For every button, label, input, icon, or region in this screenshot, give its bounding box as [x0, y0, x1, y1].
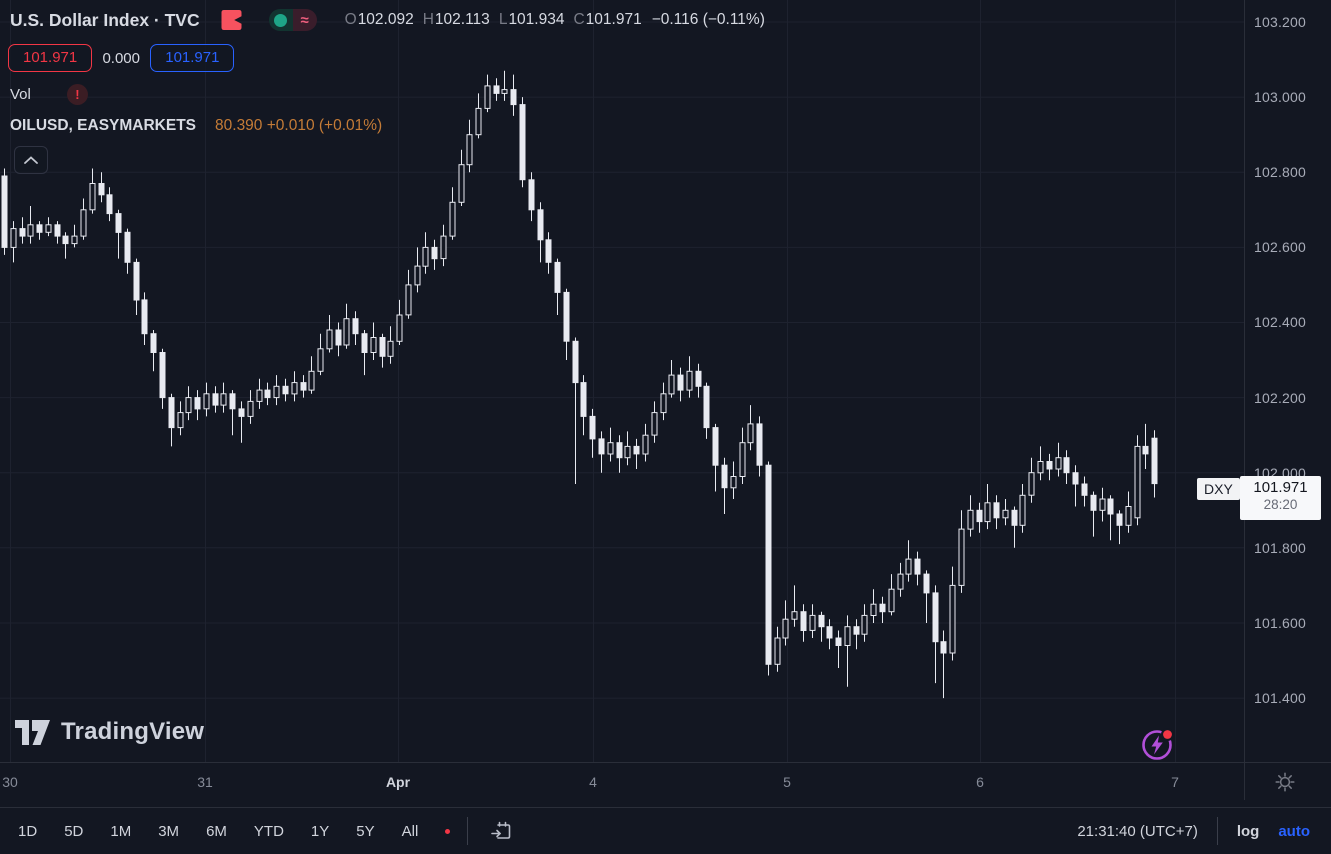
price-axis[interactable]: 103.200 103.000 102.800 102.600 102.400 102.2…	[1245, 0, 1331, 762]
log-scale-button[interactable]: log	[1236, 822, 1260, 840]
session-clock[interactable]: 21:31:40 (UTC+7)	[1077, 822, 1198, 840]
market-status-toggle[interactable]: ≈	[268, 9, 317, 31]
range-6m-button[interactable]: 6M	[206, 822, 227, 840]
buy-price-button[interactable]: 101.971	[150, 44, 235, 72]
price-tick-label: 101.400	[1254, 690, 1307, 707]
time-axis-separator	[0, 762, 1331, 763]
price-tick-label: 102.200	[1254, 389, 1307, 406]
toolbar-divider	[467, 817, 469, 845]
time-tick-label: Apr	[385, 774, 411, 790]
time-tick-label: 31	[197, 774, 213, 790]
range-1d-button[interactable]: 1D	[18, 822, 38, 840]
time-tick-label: 5	[783, 774, 791, 790]
time-tick-label: 4	[589, 774, 597, 790]
market-open-dot-icon	[268, 9, 293, 31]
high-value: 102.113	[434, 11, 490, 28]
toolbar-right-group: 21:31:40 (UTC+7) log auto	[1077, 808, 1310, 854]
range-all-button[interactable]: All	[401, 822, 419, 840]
study-error-icon[interactable]: !	[66, 84, 88, 105]
change-value: −0.116 (−0.11%)	[651, 11, 765, 28]
gear-icon[interactable]	[1275, 772, 1295, 792]
flash-ideas-button[interactable]	[1138, 725, 1176, 763]
range-1m-button[interactable]: 1M	[110, 822, 132, 840]
close-value: 101.971	[585, 11, 642, 28]
price-tick-label: 101.800	[1254, 539, 1307, 556]
volume-study-label[interactable]: Vol	[10, 86, 31, 103]
range-ytd-button[interactable]: YTD	[253, 822, 284, 840]
time-tick-label: 7	[1171, 774, 1179, 790]
open-value: 102.092	[357, 11, 414, 28]
calendar-icon	[491, 821, 511, 839]
range-5d-button[interactable]: 5D	[64, 822, 84, 840]
notification-dot	[445, 828, 451, 834]
price-tick-label: 103.200	[1254, 14, 1307, 30]
date-range-switcher: 1D 5D 1M 3M 6M YTD 1Y 5Y All	[18, 817, 514, 845]
lightning-bolt-icon	[1142, 728, 1174, 760]
toolbar-divider-2	[1216, 817, 1218, 845]
last-price-value: 101.971	[1253, 479, 1308, 496]
toolbar-separator	[0, 807, 1331, 808]
range-5y-button[interactable]: 5Y	[356, 822, 375, 840]
close-label: C	[573, 11, 585, 28]
time-tick-label: 6	[976, 774, 984, 790]
bottom-toolbar: 1D 5D 1M 3M 6M YTD 1Y 5Y All	[0, 808, 1331, 854]
open-label: O	[344, 11, 357, 28]
price-tick-label: 101.600	[1254, 614, 1307, 631]
spread-value: 0.000	[102, 49, 140, 67]
price-tick-label: 102.600	[1254, 239, 1307, 256]
price-axis-separator	[1244, 0, 1245, 800]
sell-price-button[interactable]: 101.971	[8, 44, 93, 72]
time-axis[interactable]: 30 31 Apr 4 5 6 7	[0, 763, 1244, 807]
flag-icon[interactable]	[220, 9, 243, 31]
auto-scale-button[interactable]: auto	[1278, 822, 1310, 840]
bar-countdown: 28:20	[1263, 497, 1298, 512]
collapse-legend-button[interactable]	[14, 146, 48, 174]
tradingview-logo-icon	[15, 719, 50, 745]
chevron-up-icon	[24, 156, 38, 164]
time-tick-label: 30	[2, 774, 18, 790]
high-label: H	[422, 11, 434, 28]
tradingview-logo[interactable]: TradingView	[14, 718, 204, 746]
price-tick-label: 103.000	[1254, 89, 1307, 106]
delayed-data-icon: ≈	[292, 9, 317, 31]
overlay-symbol-quote: 80.390 +0.010 (+0.01%)	[215, 117, 383, 134]
price-tick-label: 102.400	[1254, 314, 1307, 331]
last-price-label: 101.971 28:20	[1240, 476, 1321, 520]
low-label: L	[498, 11, 508, 28]
tradingview-logo-text: TradingView	[61, 718, 205, 745]
symbol-title[interactable]: U.S. Dollar Index · TVC	[10, 9, 200, 30]
ohlc-readout: O 102.092 H 102.113 L 101.934 C 101.971 −0.1…	[345, 11, 765, 29]
price-tick-label: 102.800	[1254, 164, 1307, 181]
low-value: 101.934	[508, 11, 565, 28]
symbol-price-tag: DXY	[1197, 478, 1240, 500]
overlay-symbol-title[interactable]: OILUSD, EASYMARKETS	[10, 117, 197, 134]
go-to-date-button[interactable]	[490, 819, 514, 843]
range-3m-button[interactable]: 3M	[158, 822, 180, 840]
range-1y-button[interactable]: 1Y	[310, 822, 330, 840]
chart-plot-area[interactable]	[0, 0, 1244, 762]
candlestick-chart[interactable]	[0, 0, 1244, 762]
